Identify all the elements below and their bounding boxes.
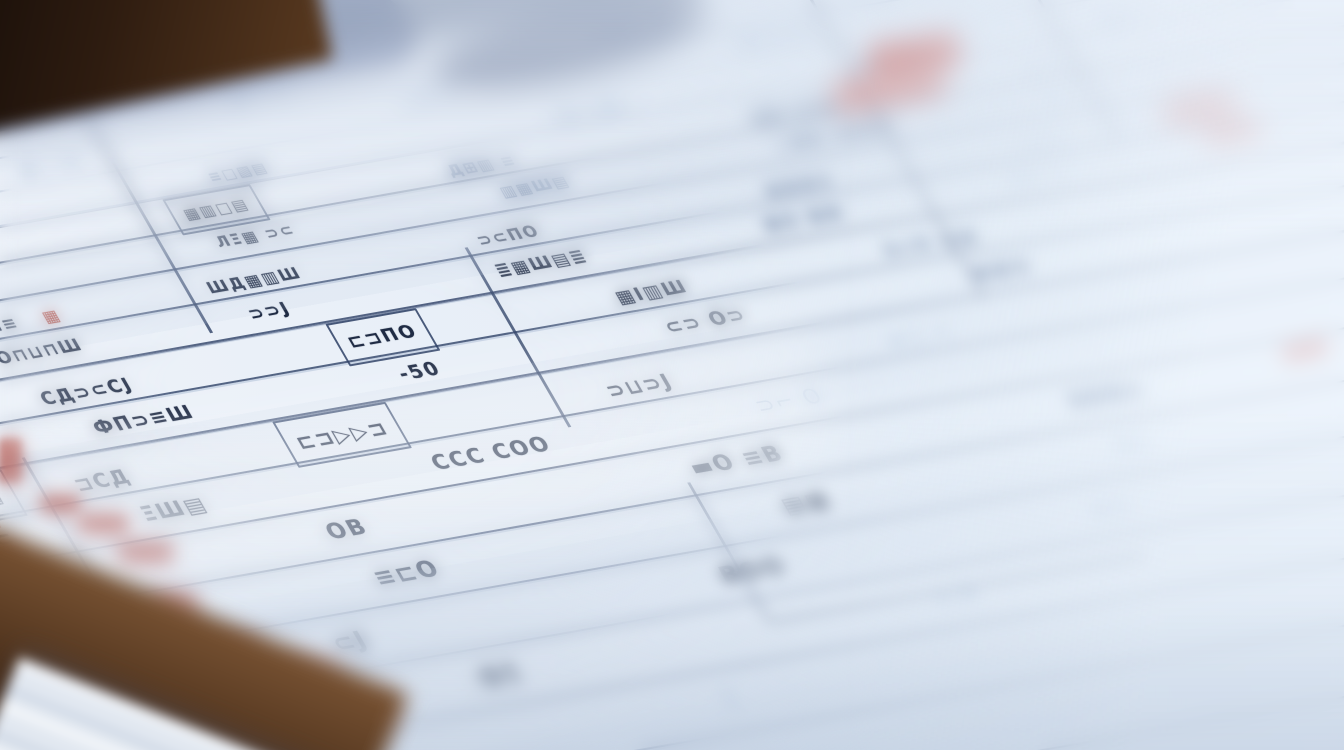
form-text-segment: ОΞ — [1108, 430, 1159, 461]
form-text-segment: ≡⊏О — [368, 556, 446, 592]
form-text-segment: Ξ≡ ⊂ — [1037, 80, 1094, 106]
red-seal-mark — [40, 495, 80, 513]
red-seal-mark — [78, 514, 128, 534]
form-text-segment: ⊃⊃Ј — [244, 298, 295, 325]
red-seal-mark — [118, 542, 173, 564]
form-text-segment: ОΞ — [472, 658, 529, 693]
form-text-segment: Ξ — [714, 684, 749, 716]
red-seal-mark — [0, 438, 22, 484]
